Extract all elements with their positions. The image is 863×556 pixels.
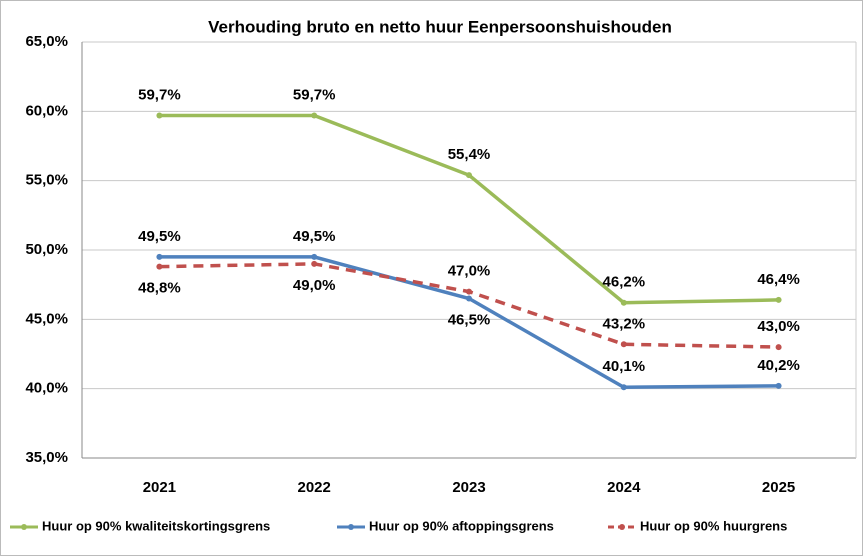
point bbox=[311, 112, 318, 119]
data-label: 47,0% bbox=[448, 263, 491, 280]
data-label: 40,2% bbox=[757, 357, 800, 374]
legend-marker bbox=[21, 524, 27, 530]
y-tick-label: 35,0% bbox=[25, 449, 68, 466]
data-label: 43,2% bbox=[603, 315, 646, 332]
point bbox=[156, 112, 163, 119]
data-label: 59,7% bbox=[293, 86, 336, 103]
point bbox=[466, 295, 472, 302]
y-tick-label: 50,0% bbox=[25, 241, 68, 258]
point bbox=[775, 296, 782, 303]
data-label: 48,8% bbox=[138, 280, 181, 297]
y-tick-label: 40,0% bbox=[25, 380, 68, 397]
data-label: 43,0% bbox=[757, 318, 800, 335]
x-tick-label: 2021 bbox=[143, 479, 176, 496]
data-label: 49,5% bbox=[293, 228, 336, 245]
point bbox=[620, 341, 627, 348]
point bbox=[156, 253, 163, 260]
y-tick-label: 60,0% bbox=[25, 102, 68, 119]
data-label: 49,5% bbox=[138, 228, 181, 245]
data-label: 55,4% bbox=[448, 146, 491, 163]
data-label: 46,5% bbox=[448, 312, 491, 329]
data-label: 46,2% bbox=[603, 274, 646, 291]
point bbox=[620, 299, 627, 306]
data-label: 46,4% bbox=[757, 271, 800, 288]
point bbox=[466, 288, 472, 295]
point bbox=[311, 253, 318, 260]
legend-marker bbox=[348, 524, 354, 530]
point bbox=[311, 260, 318, 267]
legend-label: Huur op 90% kwaliteitskortingsgrens bbox=[42, 518, 270, 533]
point bbox=[466, 172, 472, 179]
y-tick-label: 65,0% bbox=[25, 33, 68, 50]
x-tick-label: 2024 bbox=[607, 479, 641, 496]
y-tick-label: 45,0% bbox=[25, 310, 68, 327]
x-tick-label: 2022 bbox=[298, 479, 331, 496]
data-label: 59,7% bbox=[138, 86, 181, 103]
point bbox=[775, 382, 782, 389]
legend-label: Huur op 90% aftoppingsgrens bbox=[369, 518, 554, 533]
point bbox=[775, 344, 782, 351]
chart-title: Verhouding bruto en netto huur Eenpersoo… bbox=[208, 17, 672, 36]
legend-label: Huur op 90% huurgrens bbox=[640, 518, 787, 533]
data-label: 49,0% bbox=[293, 277, 336, 294]
x-tick-label: 2023 bbox=[452, 479, 485, 496]
data-label: 40,1% bbox=[603, 358, 646, 375]
y-tick-label: 55,0% bbox=[25, 172, 68, 189]
legend-marker bbox=[619, 524, 625, 530]
point bbox=[156, 263, 163, 270]
x-tick-label: 2025 bbox=[762, 479, 795, 496]
point bbox=[620, 384, 627, 391]
